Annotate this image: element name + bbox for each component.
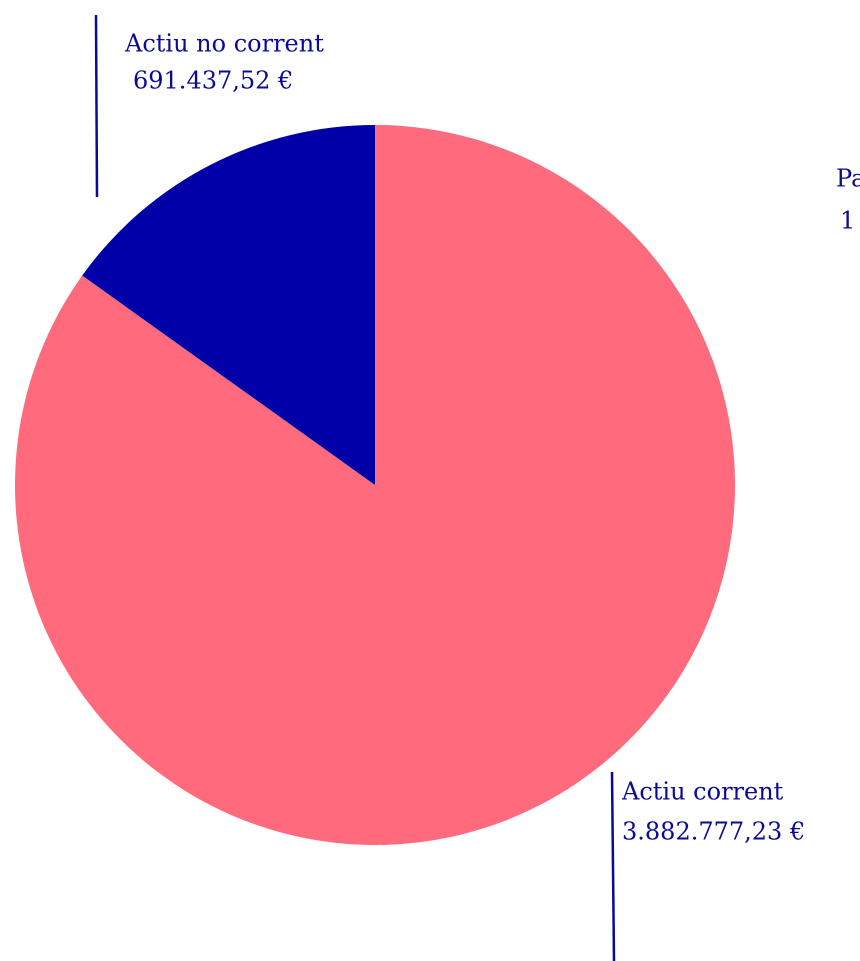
slice-label: Actiu corrent <box>621 778 784 806</box>
leader-line <box>610 771 616 961</box>
value-label: 3.882.777,23 € <box>622 818 805 846</box>
annotation: 1 <box>840 207 855 235</box>
leader-line <box>94 14 99 198</box>
value-label: 691.437,52 € <box>133 67 293 95</box>
annotation: Pa <box>836 165 860 193</box>
pie-slice <box>82 125 375 485</box>
slice-label: Actiu no corrent <box>124 30 324 58</box>
